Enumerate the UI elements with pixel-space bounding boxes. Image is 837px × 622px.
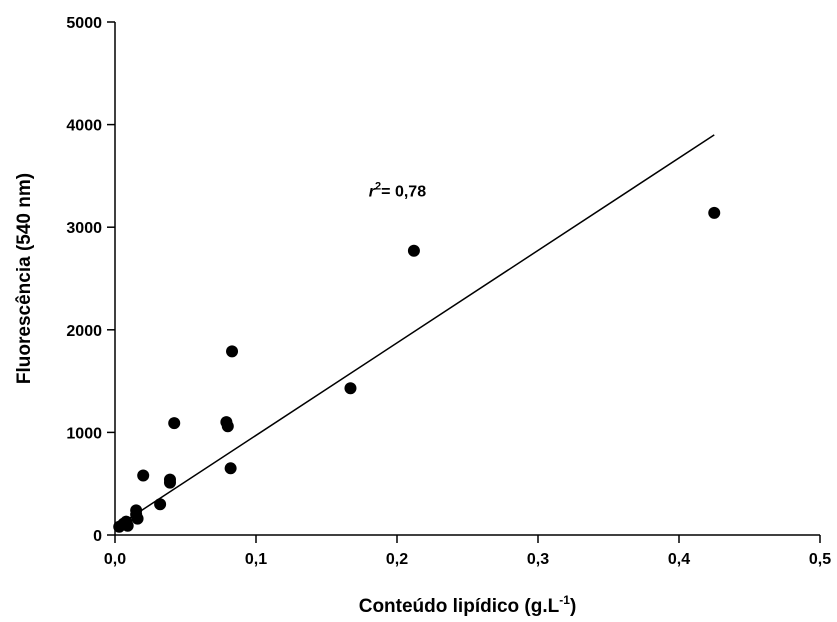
regression-line bbox=[114, 134, 715, 529]
data-point bbox=[168, 417, 181, 430]
data-point bbox=[163, 476, 176, 489]
y-axis-ticks: 0 1000 2000 3000 4000 5000 bbox=[66, 15, 115, 545]
data-point bbox=[708, 206, 721, 219]
data-point bbox=[154, 498, 167, 511]
x-tick-label: 0,4 bbox=[668, 551, 690, 568]
x-tick-label: 0,2 bbox=[386, 551, 408, 568]
x-axis-title: Conteúdo lipídico (g.L-1) bbox=[359, 593, 577, 617]
x-axis-title-main: Conteúdo lipídico (g.L bbox=[359, 596, 560, 617]
y-tick-label: 1000 bbox=[66, 425, 102, 442]
y-tick-label: 5000 bbox=[66, 15, 102, 32]
r-squared-annotation: r2= 0,78 bbox=[369, 180, 426, 200]
x-tick-label: 0,3 bbox=[527, 551, 549, 568]
data-point bbox=[224, 462, 237, 475]
data-point bbox=[131, 512, 144, 525]
r-squared-prefix: r bbox=[369, 183, 376, 200]
r-squared-superscript: 2 bbox=[375, 180, 381, 192]
y-tick-label: 0 bbox=[93, 528, 102, 545]
y-tick-label: 2000 bbox=[66, 323, 102, 340]
data-point bbox=[407, 244, 420, 257]
x-tick-label: 0,0 bbox=[104, 551, 126, 568]
data-point bbox=[121, 519, 134, 532]
y-tick-label: 4000 bbox=[66, 118, 102, 135]
axes bbox=[114, 22, 820, 536]
data-point bbox=[226, 345, 239, 358]
r-squared-value: = 0,78 bbox=[381, 183, 426, 200]
data-point bbox=[344, 382, 357, 395]
y-tick-label: 3000 bbox=[66, 220, 102, 237]
x-axis-ticks: 0,0 0,1 0,2 0,3 0,4 0,5 bbox=[104, 535, 831, 568]
data-point bbox=[221, 420, 234, 433]
x-axis-title-suffix: ) bbox=[570, 596, 576, 617]
x-tick-label: 0,1 bbox=[245, 551, 267, 568]
x-axis-title-superscript: -1 bbox=[559, 593, 570, 607]
data-point bbox=[137, 469, 150, 482]
y-axis-title: Fluorescência (540 nm) bbox=[14, 173, 35, 384]
data-points bbox=[113, 206, 721, 533]
x-tick-label: 0,5 bbox=[809, 551, 831, 568]
